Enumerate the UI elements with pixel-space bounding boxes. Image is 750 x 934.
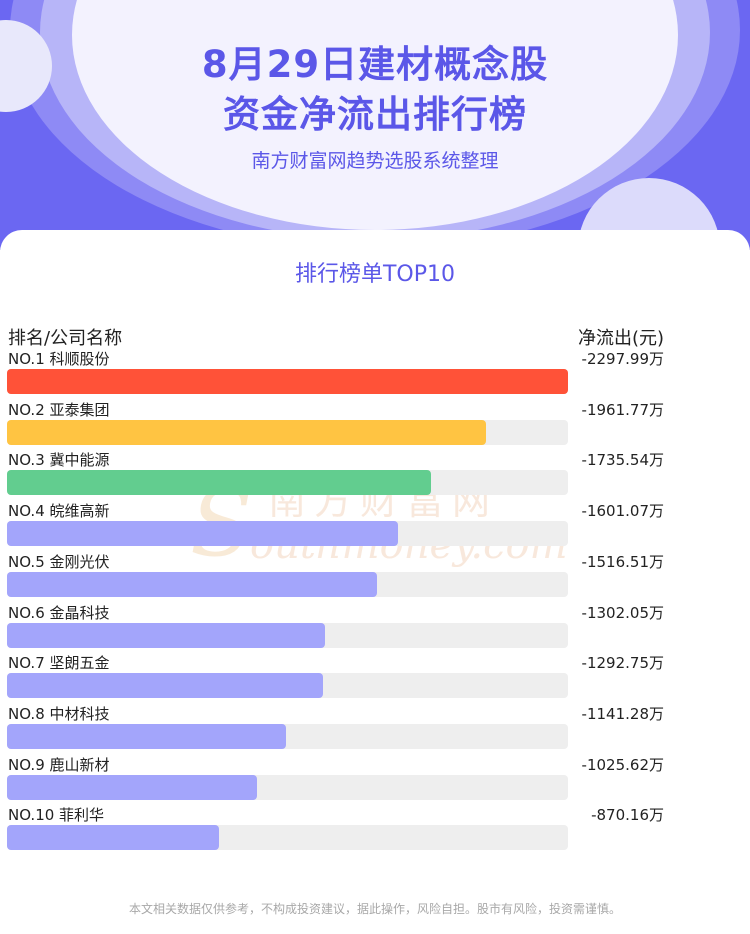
bar-label: NO.4 皖维高新: [8, 502, 110, 521]
column-header-value: 净流出(元): [577, 328, 664, 349]
bar-value-label: -1025.62万: [581, 755, 664, 774]
column-header-name: 排名/公司名称: [8, 328, 123, 349]
bar-value-label: -870.16万: [591, 806, 664, 825]
bar-label: NO.6 金晶科技: [8, 603, 110, 622]
bar-track: [7, 622, 568, 648]
bar-track: [7, 419, 568, 445]
bar: [7, 571, 378, 597]
bar-label: NO.9 鹿山新材: [8, 755, 110, 774]
page-title-line2: 资金净流出排行榜: [223, 93, 527, 136]
bar-value-label: -1601.07万: [581, 502, 664, 521]
bar: [7, 774, 258, 800]
disclaimer: 本文相关数据仅供参考，不构成投资建议，据此操作，风险自担。股市有风险，投资需谨慎…: [128, 902, 621, 916]
bar-label: NO.8 中材科技: [8, 704, 110, 723]
bar-label: NO.5 金刚光伏: [8, 552, 110, 571]
bar-value-label: -1516.51万: [581, 552, 664, 571]
bar-track: [7, 571, 568, 597]
bar-label: NO.3 冀中能源: [8, 451, 110, 470]
bar-label: NO.7 坚朗五金: [8, 654, 110, 673]
page-subtitle: 南方财富网趋势选股系统整理: [251, 150, 499, 172]
bar-value-label: -1302.05万: [581, 603, 664, 622]
page-title-line1: 8月29日建材概念股: [201, 43, 549, 86]
card-title: 排行榜单TOP10: [294, 262, 456, 287]
bar: [7, 419, 486, 445]
bar-value-label: -1735.54万: [581, 451, 664, 470]
bar-value-label: -1961.77万: [581, 400, 664, 419]
bar: [7, 673, 323, 699]
bar-value-label: -1141.28万: [581, 704, 664, 723]
header-banner: 8月29日建材概念股 资金净流出排行榜 南方财富网趋势选股系统整理: [0, 0, 750, 250]
bar-track: [7, 825, 568, 851]
bar-value-label: -1292.75万: [581, 654, 664, 673]
ranking-card: 排行榜单TOP10 排名/公司名称 净流出(元) S 南方财富网 outhmon…: [0, 230, 750, 934]
bar-track: [7, 774, 568, 800]
bar: [7, 825, 220, 851]
bar-label: NO.2 亚泰集团: [8, 400, 110, 419]
bar-label: NO.10 菲利华: [8, 806, 105, 825]
bar-track: [7, 470, 568, 496]
bar-value-label: -2297.99万: [581, 350, 664, 368]
bar: [7, 723, 286, 749]
bar-label: NO.1 科顺股份: [8, 350, 110, 368]
bar: [7, 369, 568, 394]
bar-track: [7, 673, 568, 699]
bar-track: [7, 369, 568, 394]
bar: [7, 521, 398, 547]
bar: [7, 470, 431, 496]
bar: [7, 622, 325, 648]
bar-track: [7, 723, 568, 749]
bar-track: [7, 521, 568, 547]
